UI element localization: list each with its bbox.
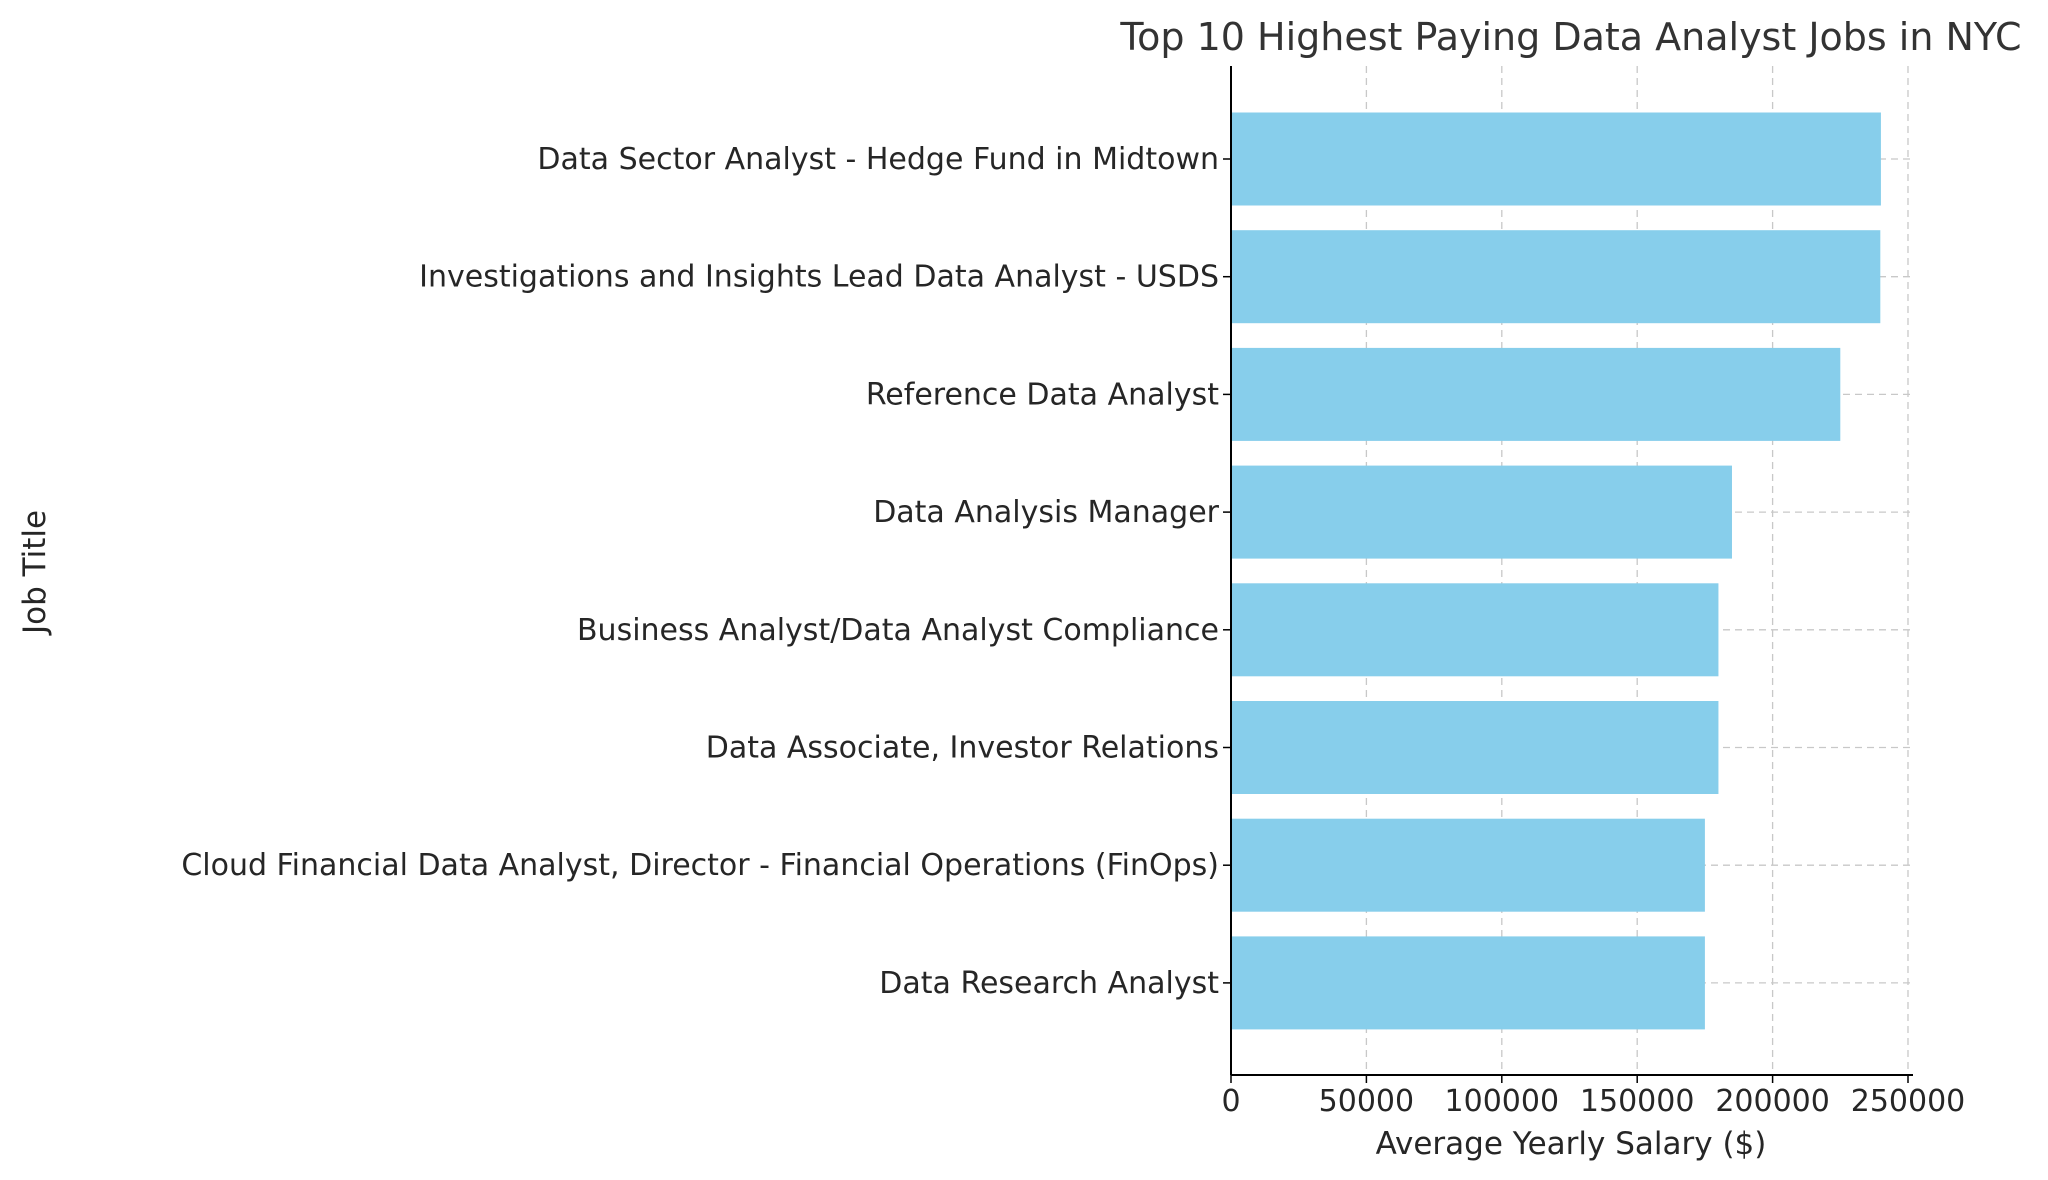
y-tick-label: Cloud Financial Data Analyst, Director -…	[181, 848, 1219, 883]
x-tick-label: 200000	[1715, 1084, 1830, 1119]
bar	[1231, 230, 1881, 324]
y-axis-label: Job Title	[17, 510, 53, 636]
y-tick-label: Data Analysis Manager	[873, 495, 1219, 530]
y-tick-label: Data Research Analyst	[879, 966, 1219, 1001]
y-tick-label: Investigations and Insights Lead Data An…	[419, 260, 1219, 295]
grid-lines	[1231, 66, 1913, 1075]
y-tick-label: Business Analyst/Data Analyst Compliance	[577, 613, 1219, 648]
bar	[1231, 112, 1881, 206]
bar	[1231, 936, 1705, 1030]
bar	[1231, 347, 1841, 441]
bars	[1231, 112, 1881, 1030]
y-tick-label: Data Associate, Investor Relations	[706, 731, 1219, 766]
x-tick-labels: 0 50000 100000 150000 200000 250000	[1221, 1075, 1965, 1119]
chart-title: Top 10 Highest Paying Data Analyst Jobs …	[1119, 15, 2021, 59]
y-tick-label: Data Sector Analyst - Hedge Fund in Midt…	[537, 142, 1219, 177]
bar	[1231, 701, 1719, 794]
y-tick-label: Reference Data Analyst	[866, 377, 1219, 412]
bar	[1231, 818, 1705, 912]
x-tick-label: 50000	[1319, 1084, 1414, 1119]
y-tick-labels: Data Sector Analyst - Hedge Fund in Midt…	[181, 142, 1231, 1001]
x-tick-label: 0	[1221, 1084, 1240, 1119]
bar	[1231, 465, 1732, 559]
bar	[1231, 583, 1719, 677]
x-axis-label: Average Yearly Salary ($)	[1376, 1126, 1767, 1162]
x-tick-label: 100000	[1445, 1084, 1560, 1119]
x-tick-label: 250000	[1851, 1084, 1966, 1119]
x-tick-label: 150000	[1580, 1084, 1695, 1119]
